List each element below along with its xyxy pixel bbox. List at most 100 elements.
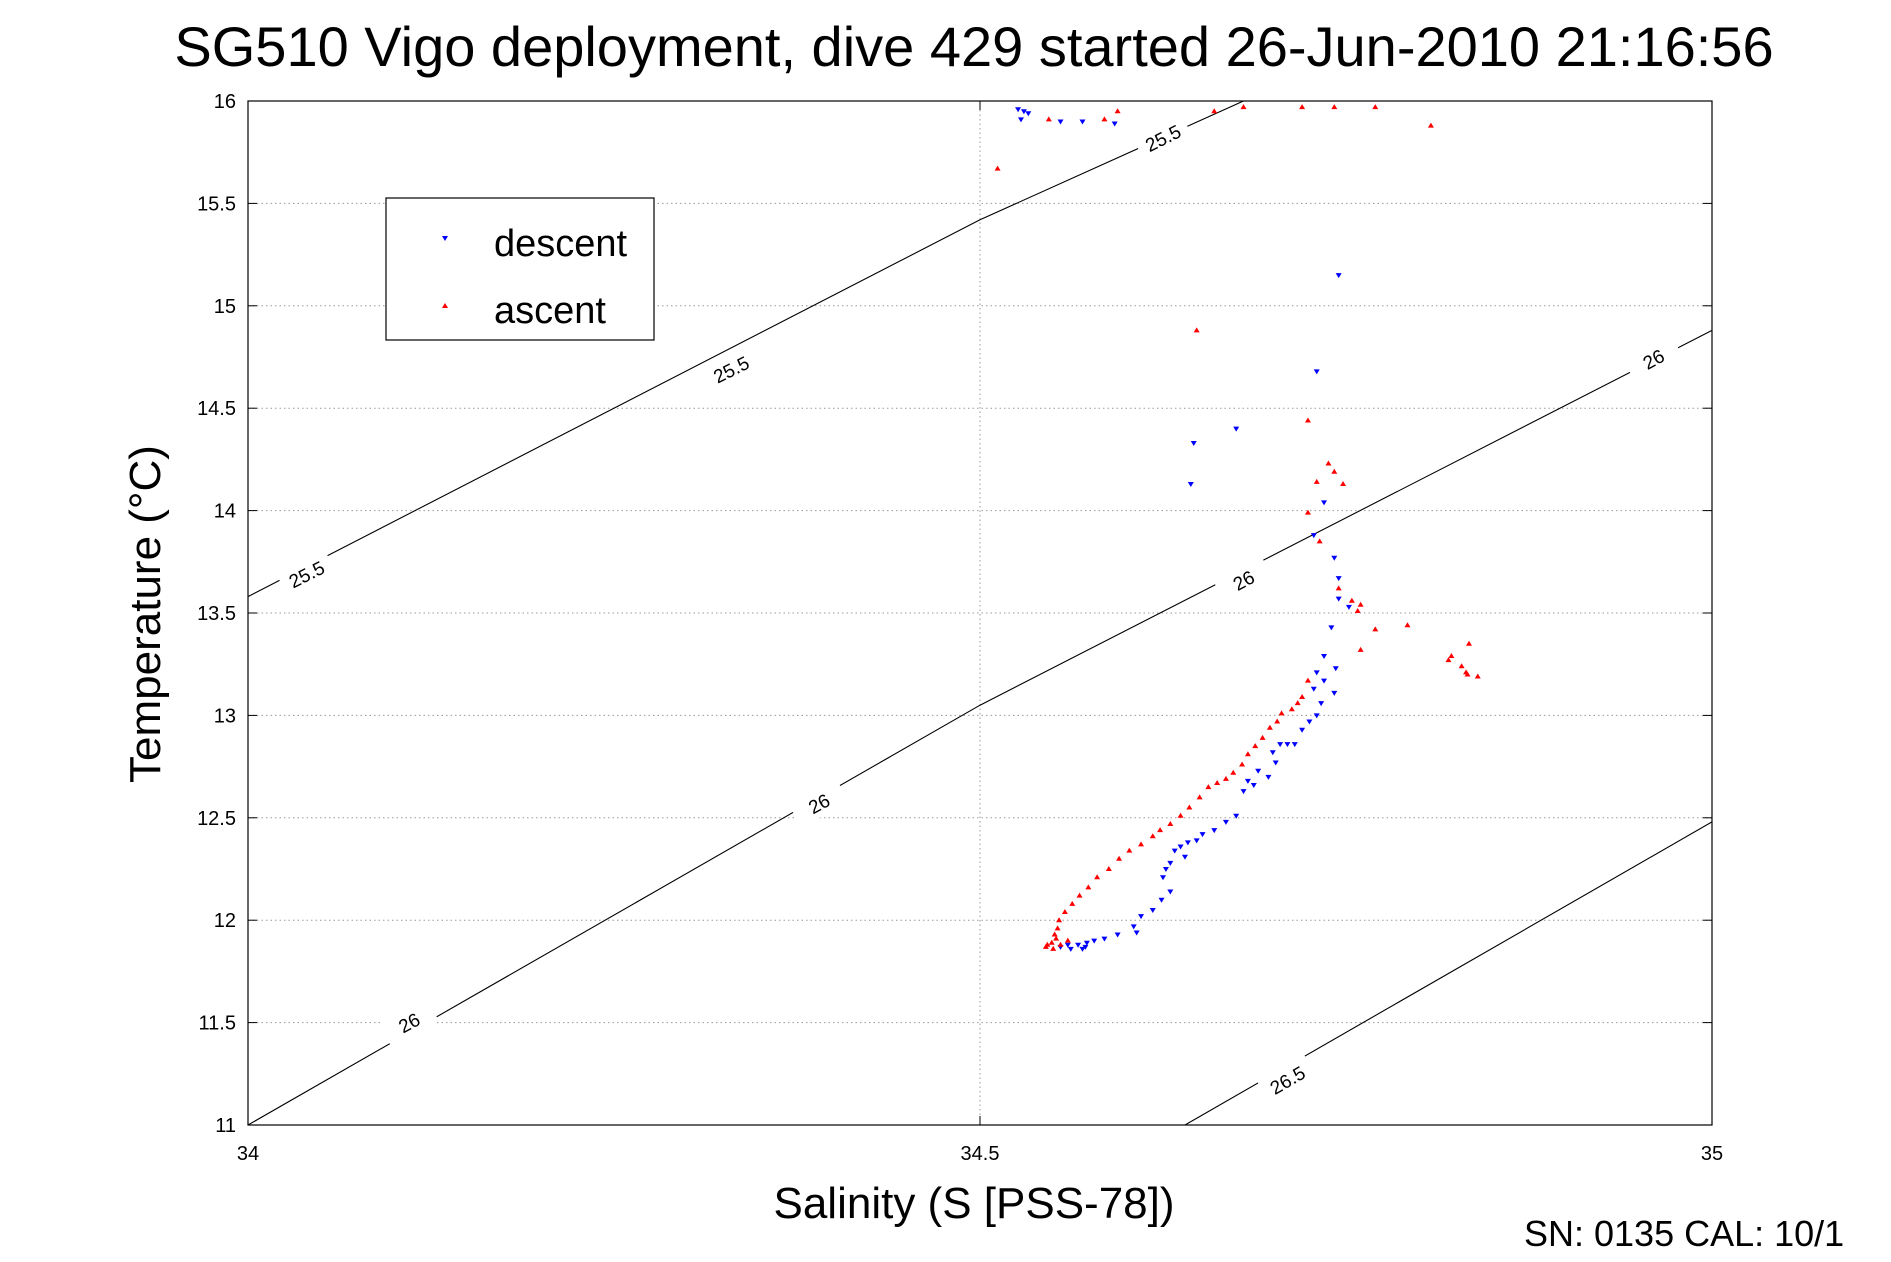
ascent-point <box>1061 909 1068 915</box>
legend-box <box>385 197 655 341</box>
descent-point <box>1331 690 1338 696</box>
contour-label-gap <box>379 998 439 1047</box>
y-tick-label: 14.5 <box>197 398 236 420</box>
descent-point <box>1057 119 1064 125</box>
ascent-point <box>1064 937 1071 943</box>
ascent-point <box>1138 841 1145 847</box>
descent-point <box>1335 273 1342 279</box>
ascent-point <box>1157 827 1164 833</box>
descent-point <box>1269 750 1276 756</box>
descent-point <box>1335 596 1342 602</box>
data-points <box>994 104 1481 952</box>
descent-point <box>1184 840 1191 846</box>
legend: descent ascent <box>385 197 655 341</box>
descent-point <box>1017 117 1024 123</box>
ascent-point <box>1053 935 1060 941</box>
descent-point <box>1272 760 1279 766</box>
descent-point <box>1299 727 1306 733</box>
ascent-point <box>1205 784 1212 790</box>
descent-point <box>1310 686 1317 692</box>
ascent-point <box>1259 734 1266 740</box>
descent-point <box>1306 719 1313 725</box>
descent-point <box>1335 576 1342 582</box>
contour-label-gap <box>276 550 337 598</box>
ascent-point <box>1266 724 1273 730</box>
ascent-point <box>1057 941 1064 947</box>
descent-point <box>1313 670 1320 676</box>
descent-point <box>1187 481 1194 487</box>
descent-point <box>1265 774 1272 780</box>
ascent-point <box>1357 601 1364 607</box>
y-tick-label: 16 <box>214 91 236 113</box>
descent-point <box>1250 783 1257 789</box>
ascent-point <box>1304 509 1311 515</box>
descent-point <box>1211 828 1218 834</box>
ascent-point <box>1116 855 1123 861</box>
descent-point <box>1321 500 1328 506</box>
descent-point <box>1332 666 1339 672</box>
descent-point <box>1190 441 1197 447</box>
ascent-point <box>1465 640 1472 646</box>
x-tick-label: 35 <box>1701 1143 1723 1165</box>
ascent-point <box>1211 108 1218 114</box>
descent-point <box>1079 119 1086 125</box>
ascent-point <box>1214 779 1221 785</box>
descent-point <box>1331 555 1338 561</box>
descent-point <box>1313 713 1320 719</box>
descent-point <box>1130 924 1137 930</box>
y-tick-label: 13 <box>214 705 236 727</box>
ascent-point <box>1445 657 1452 663</box>
descent-point <box>1075 942 1082 948</box>
ascent-point <box>1299 693 1306 699</box>
ascent-point <box>1304 677 1311 683</box>
descent-point <box>1181 854 1188 860</box>
series-ascent <box>994 104 1481 951</box>
descent-point <box>1079 946 1086 952</box>
descent-point <box>1321 678 1328 684</box>
ascent-point <box>1313 478 1320 484</box>
descent-point <box>1064 942 1071 948</box>
ascent-point <box>1230 769 1237 775</box>
descent-point <box>1310 533 1317 539</box>
ascent-point <box>1404 622 1411 628</box>
ascent-point <box>1051 931 1058 937</box>
ascent-point <box>1474 673 1481 679</box>
ascent-point <box>1186 804 1193 810</box>
descent-point <box>1138 914 1145 920</box>
ascent-point <box>1354 607 1361 613</box>
descent-point <box>1067 946 1074 952</box>
ascent-point <box>1331 468 1338 474</box>
ascent-point <box>1069 900 1076 906</box>
y-tick-label: 11.5 <box>199 1013 236 1035</box>
contour-label-gap <box>1213 555 1274 605</box>
descent-point <box>1240 789 1247 795</box>
ascent-point <box>1196 794 1203 800</box>
descent-point <box>1244 778 1251 784</box>
ascent-point <box>1335 585 1342 591</box>
descent-point <box>1167 889 1174 895</box>
descent-point <box>1167 860 1174 866</box>
ascent-point <box>1240 104 1247 110</box>
ascent-point <box>1167 820 1174 826</box>
descent-point <box>1133 930 1140 936</box>
ascent-point <box>1244 751 1251 757</box>
legend-descent-label: descent <box>494 223 628 265</box>
ascent-point <box>1448 653 1455 659</box>
ascent-point <box>1126 847 1133 853</box>
descent-point <box>1177 844 1184 850</box>
contour-label-gap <box>701 345 762 393</box>
ascent-point <box>1427 122 1434 128</box>
descent-point <box>1193 838 1200 844</box>
legend-ascent-label: ascent <box>494 290 606 332</box>
series-descent <box>1015 107 1352 952</box>
ascent-point <box>1239 761 1246 767</box>
descent-point <box>1199 832 1206 838</box>
descent-point <box>1284 742 1291 748</box>
ascent-point <box>1054 925 1061 931</box>
descent-point <box>1233 426 1240 432</box>
descent-point <box>1277 742 1284 748</box>
descent-point <box>1345 604 1352 610</box>
ascent-point <box>1114 108 1121 114</box>
y-tick-label: 13.5 <box>197 603 236 625</box>
